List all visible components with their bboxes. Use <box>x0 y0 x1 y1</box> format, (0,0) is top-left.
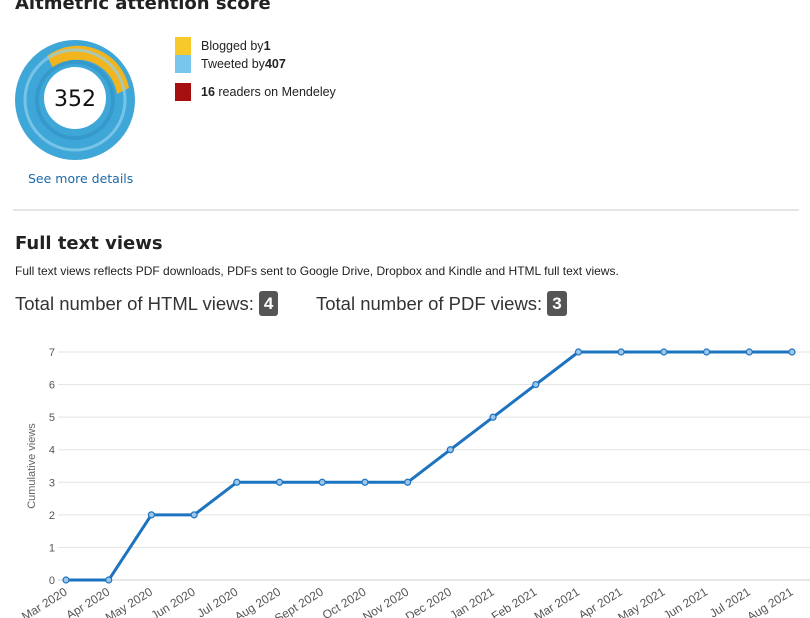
data-point <box>105 576 113 584</box>
donut-ring-blog-segment <box>47 45 129 94</box>
pdf-views-label: Total number of PDF views: <box>316 292 543 314</box>
legend-blogs: Blogged by 1 <box>175 37 271 55</box>
data-point <box>318 478 326 486</box>
data-point <box>275 478 284 486</box>
donut-ring-shade <box>35 60 115 140</box>
data-point <box>745 348 753 356</box>
blogs-swatch <box>175 37 191 55</box>
y-tick-label: 2 <box>49 510 55 522</box>
data-point <box>62 576 70 584</box>
altmetric-title: Altmetric attention score <box>15 0 271 14</box>
x-tick-label: Sept 2020 <box>272 585 326 618</box>
mendeley-swatch <box>175 83 191 101</box>
data-point <box>489 413 497 421</box>
x-tick-label: May 2020 <box>103 585 155 618</box>
data-point <box>617 348 625 356</box>
legend-mendeley: 16 readers on Mendeley <box>175 83 336 101</box>
twitter-swatch <box>175 55 191 73</box>
donut-center <box>44 67 106 129</box>
legend-twitter: Tweeted by 407 <box>175 55 286 73</box>
data-point <box>147 511 156 519</box>
mendeley-suffix: readers on Mendeley <box>214 85 336 99</box>
twitter-label: Tweeted by <box>201 57 265 71</box>
data-point <box>404 478 412 486</box>
blogs-label: Blogged by <box>201 39 264 53</box>
total-html-views: Total number of HTML views: 4 <box>15 291 279 316</box>
section-divider <box>13 209 799 211</box>
y-axis-label: Cumulative views <box>26 423 38 509</box>
see-more-details-link[interactable]: See more details <box>28 171 134 186</box>
x-tick-label: Jun 2021 <box>661 585 711 618</box>
data-point <box>446 446 454 454</box>
x-tick-label: Mar 2020 <box>19 585 70 618</box>
y-tick-label: 7 <box>49 347 55 359</box>
data-point <box>574 348 583 356</box>
fulltext-description: Full text views reflects PDF downloads, … <box>15 264 619 278</box>
x-tick-label: Dec 2020 <box>403 585 454 618</box>
html-views-badge: 4 <box>258 291 279 316</box>
data-point <box>190 511 198 519</box>
altmetric-score: 352 <box>54 87 96 112</box>
y-tick-label: 3 <box>49 477 55 489</box>
x-tick-label: Aug 2021 <box>745 585 796 618</box>
altmetric-donut: 352 <box>15 40 135 160</box>
data-point <box>532 380 540 389</box>
y-tick-label: 4 <box>49 445 55 457</box>
data-point <box>660 348 668 356</box>
data-point <box>702 348 711 356</box>
mendeley-count: 16 <box>201 85 215 99</box>
fulltext-title: Full text views <box>15 233 163 254</box>
views-line <box>66 350 792 582</box>
total-pdf-views: Total number of PDF views: 3 <box>316 291 567 316</box>
blogs-count: 1 <box>263 39 271 53</box>
y-tick-label: 5 <box>49 412 55 424</box>
x-tick-label: Mar 2021 <box>532 585 583 618</box>
y-tick-label: 6 <box>49 380 55 392</box>
pdf-views-badge: 3 <box>547 291 567 316</box>
y-tick-label: 0 <box>49 575 55 587</box>
data-point <box>361 478 369 486</box>
html-views-label: Total number of HTML views: <box>15 292 254 314</box>
twitter-count: 407 <box>264 57 286 71</box>
x-tick-label: May 2021 <box>615 585 667 618</box>
data-point <box>233 478 241 486</box>
x-tick-label: Jun 2020 <box>148 585 198 618</box>
data-point <box>788 348 796 356</box>
donut-ring-highlight <box>23 48 127 152</box>
y-tick-label: 1 <box>49 542 55 554</box>
